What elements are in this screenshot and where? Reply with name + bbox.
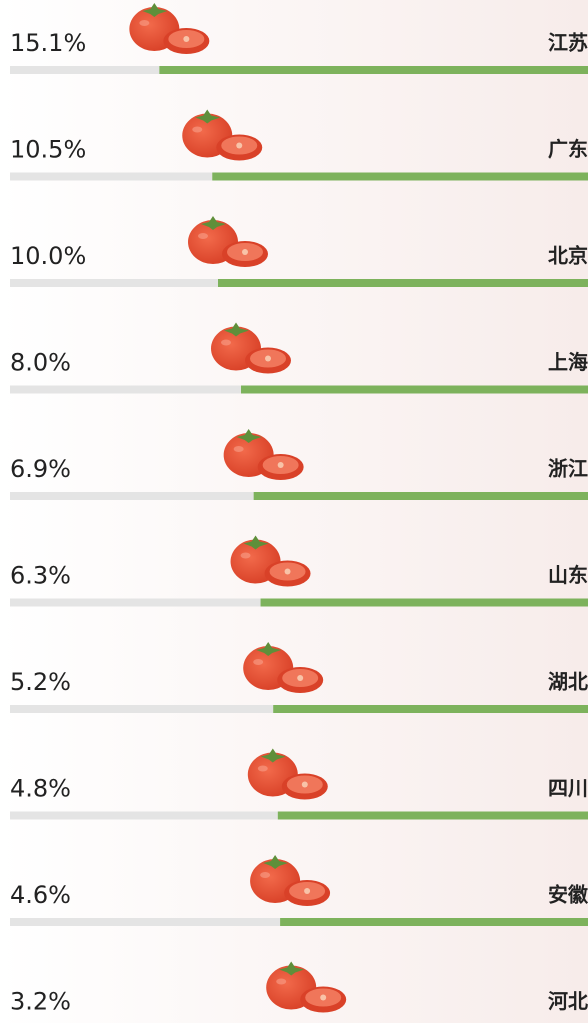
value-label: 4.8% <box>10 775 71 803</box>
category-label: 四川 <box>548 776 588 800</box>
bar <box>241 386 588 394</box>
category-label: 江苏 <box>548 31 588 55</box>
category-label: 北京 <box>548 244 588 268</box>
category-label: 山东 <box>548 563 588 587</box>
tomato-highlight <box>276 979 286 985</box>
tomato-seed <box>265 356 271 362</box>
tomato-seed <box>302 782 308 788</box>
tomato-seed <box>320 995 326 1001</box>
value-label: 8.0% <box>10 349 71 377</box>
category-label: 浙江 <box>548 457 588 481</box>
category-label: 安徽 <box>548 883 588 907</box>
bar <box>254 492 588 500</box>
category-label: 上海 <box>548 350 588 374</box>
tomato-highlight <box>221 340 231 346</box>
bar <box>273 705 588 713</box>
value-label: 10.5% <box>10 136 86 164</box>
tomato-seed <box>242 249 248 255</box>
bar <box>218 279 588 287</box>
tomato-seed <box>297 675 303 681</box>
value-label: 4.6% <box>10 881 71 909</box>
tomato-highlight <box>234 446 244 452</box>
tomato-highlight <box>253 659 263 665</box>
track <box>10 492 254 500</box>
value-label: 15.1% <box>10 29 86 57</box>
tomato-highlight <box>260 872 270 878</box>
value-label: 6.3% <box>10 562 71 590</box>
value-label: 3.2% <box>10 988 71 1016</box>
bar <box>261 599 588 607</box>
tomato-highlight <box>192 127 202 133</box>
category-label: 河北 <box>548 989 588 1013</box>
tomato-highlight <box>258 766 268 772</box>
category-label: 湖北 <box>548 670 588 694</box>
tomato-seed <box>278 462 284 468</box>
chart: 15.1% 江苏 10.5% 广东 10.0% 北京 8.0% 上海 6.9% 浙江 6.3% 山东 5… <box>0 0 588 1023</box>
track <box>10 66 159 74</box>
category-label: 广东 <box>548 137 588 161</box>
tomato-seed <box>285 569 291 575</box>
tomato-highlight <box>198 233 208 239</box>
track <box>10 386 241 394</box>
bar <box>159 66 588 74</box>
value-label: 6.9% <box>10 455 71 483</box>
tomato-highlight <box>241 553 251 559</box>
track <box>10 705 273 713</box>
value-label: 5.2% <box>10 668 71 696</box>
track <box>10 279 218 287</box>
bar <box>278 812 588 820</box>
track <box>10 173 212 181</box>
tomato-seed <box>304 888 310 894</box>
track <box>10 918 280 926</box>
bar <box>280 918 588 926</box>
tomato-highlight <box>139 20 149 26</box>
track <box>10 812 278 820</box>
bar <box>212 173 588 181</box>
track <box>10 599 261 607</box>
tomato-seed <box>236 143 242 149</box>
tomato-seed <box>183 36 189 42</box>
value-label: 10.0% <box>10 242 86 270</box>
